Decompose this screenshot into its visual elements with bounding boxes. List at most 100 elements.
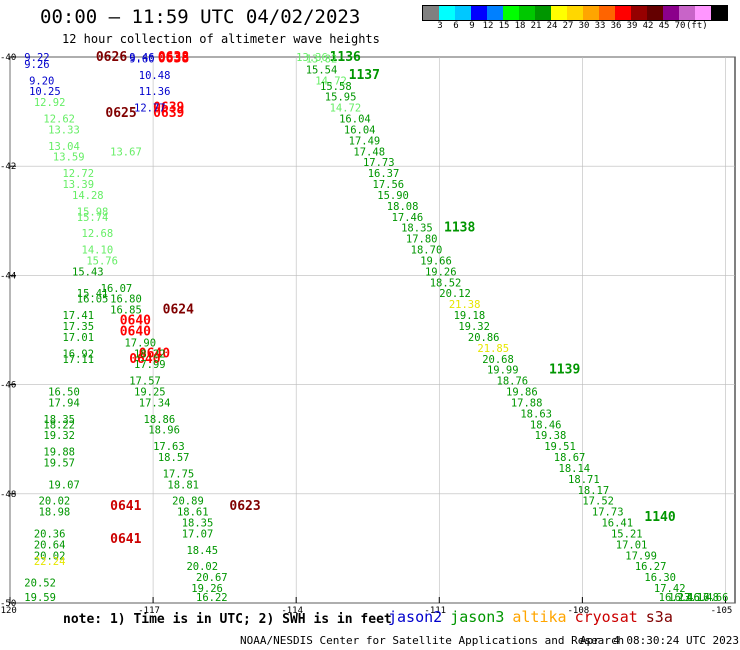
wave-height-value: 14.28 (72, 190, 104, 202)
wave-height-value: 12.92 (34, 97, 66, 109)
legend-entry-jason2: jason2 (388, 608, 443, 626)
lon-tick-label: -120 (0, 606, 17, 616)
colorbar-swatch (551, 6, 567, 20)
wave-height-value: 18.71 (568, 474, 600, 486)
wave-height-value: 18.14 (559, 463, 591, 475)
colorbar-label: 36 (610, 21, 622, 31)
wave-height-value: 20.86 (468, 332, 500, 344)
footer-credit: NOAA/NESDIS Center for Satellite Applica… (240, 634, 625, 647)
wave-height-value: 20.12 (439, 288, 471, 300)
wave-height-value: 18.67 (554, 452, 586, 464)
wave-height-value: 18.08 (387, 201, 419, 213)
wave-height-value: 16.27 (635, 561, 667, 573)
wave-height-value: 16.05 (77, 294, 109, 306)
colorbar-label: 12 (482, 21, 494, 31)
wave-height-value: 15.98 (77, 206, 109, 218)
lon-tick-label: -105 (711, 606, 733, 616)
wave-height-value: 16.30 (644, 572, 676, 584)
wave-height-value: 16.92 (62, 348, 94, 360)
wave-height-value: 19.32 (458, 321, 490, 333)
wave-height-value: 15.95 (325, 92, 357, 104)
lat-tick-label: -42 (0, 162, 16, 172)
colorbar-label: 21 (530, 21, 542, 31)
wave-height-value: 20.67 (196, 572, 228, 584)
wave-height-value: 17.80 (406, 234, 438, 246)
track-time-label: 0640 (139, 346, 170, 361)
colorbar-label: 15 (498, 21, 510, 31)
wave-height-value: 16.50 (48, 387, 80, 399)
wave-height-value: 20.68 (482, 354, 514, 366)
wave-height-value: 17.46 (392, 212, 424, 224)
map-subtitle: 12 hour collection of altimeter wave hei… (62, 32, 380, 46)
wave-height-value: 15.90 (377, 190, 409, 202)
wave-height-value: 18.63 (520, 408, 552, 420)
colorbar-swatch (663, 6, 679, 20)
wave-height-value: 15.58 (320, 81, 352, 93)
wave-height-value: 18.35 (182, 518, 214, 530)
wave-height-value: 19.25 (134, 387, 166, 399)
track-time-label: 1140 (644, 510, 675, 525)
colorbar-swatch (711, 6, 727, 20)
wave-height-value: 18.76 (497, 376, 529, 388)
colorbar-swatch (679, 6, 695, 20)
wave-height-value: 17.48 (353, 146, 385, 158)
wave-height-value: 16.48 (687, 592, 719, 604)
wave-height-value: 13.59 (53, 152, 85, 164)
track-time-label: 1137 (349, 68, 380, 83)
notes-text: note: 1) Time is in UTC; 2) SWH is in fe… (63, 612, 392, 627)
colorbar-swatch (567, 6, 583, 20)
track-time-label: 0639 (153, 101, 184, 116)
wave-height-value: 17.63 (153, 441, 185, 453)
wave-height-value: 19.26 (425, 266, 457, 278)
track-time-label: 0625 (105, 106, 136, 121)
colorbar-label: 27 (562, 21, 574, 31)
footer-timestamp: Apr 4 08:30:24 UTC 2023 (580, 634, 739, 647)
lat-tick-label: -40 (0, 53, 16, 63)
wave-height-value: 20.89 (172, 496, 204, 508)
wave-height-value: 17.99 (625, 550, 657, 562)
wave-height-value: 13.04 (48, 141, 80, 153)
wave-height-value: 9.22 (24, 52, 49, 64)
colorbar-swatch (423, 6, 439, 20)
colorbar-label: (ft) (686, 21, 708, 31)
wave-height-value: 16.22 (196, 592, 228, 604)
map-grid (9, 56, 735, 604)
wave-height-value: 17.17 (678, 592, 710, 604)
wave-height-value: 20.02 (34, 550, 66, 562)
axis-ticks: -40 -42 -44 -46 -48 -50-120 -117 -114 -111 -108 -1… (0, 53, 732, 616)
wave-height-value: 18.61 (177, 507, 209, 519)
wave-height-value: 17.73 (363, 157, 395, 169)
wave-height-value: 16.04 (344, 124, 376, 136)
colorbar-label: 33 (594, 21, 606, 31)
wave-height-value: 18.46 (530, 419, 562, 431)
colorbar-label: 6 (453, 21, 459, 31)
lon-tick-label: -111 (424, 606, 446, 616)
colorbar-label: 3 (437, 21, 443, 31)
wave-height-value: 9.20 (29, 75, 54, 87)
track-time-label: 0638 (158, 50, 189, 65)
colorbar-swatch (599, 6, 615, 20)
colorbar-swatch (471, 6, 487, 20)
wave-height-value: 17.35 (62, 321, 94, 333)
wave-height-value: 15.43 (72, 266, 104, 278)
wave-height-value: 18.22 (134, 348, 166, 360)
colorbar-swatch (503, 6, 519, 20)
colorbar-swatch (615, 6, 631, 20)
wave-height-value: 19.38 (535, 430, 567, 442)
wave-height-value: 11.36 (139, 86, 171, 98)
wave-height-value: 15.74 (77, 212, 109, 224)
track-time-label: 0640 (120, 314, 151, 329)
lat-tick-label: -46 (0, 381, 16, 391)
wave-height-value: 17.07 (182, 528, 214, 540)
wave-height-value: 12.72 (62, 168, 94, 180)
wave-height-value: 18.35 (43, 414, 75, 426)
colorbar-swatch (583, 6, 599, 20)
wave-height-value: 18.86 (144, 414, 176, 426)
wave-height-value: 19.18 (454, 310, 486, 322)
wave-height-value: 17.49 (349, 135, 381, 147)
wave-height-value: 9.26 (24, 59, 49, 71)
wave-height-value: 16.85 (110, 305, 142, 317)
wave-height-value: 20.02 (186, 561, 218, 573)
